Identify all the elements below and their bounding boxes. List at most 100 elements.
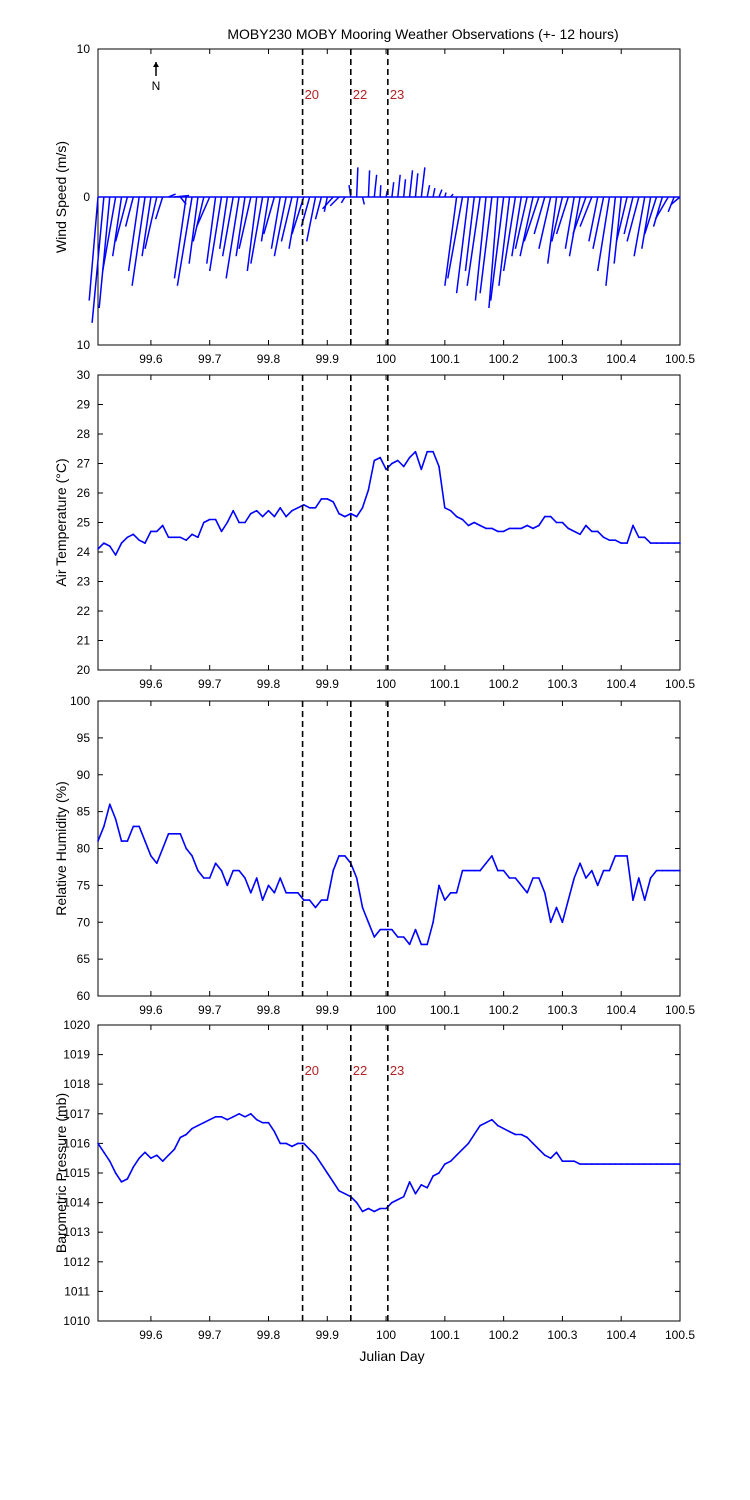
wind-vector bbox=[348, 185, 352, 198]
wind-vector bbox=[340, 196, 346, 204]
data-point bbox=[591, 1163, 593, 1165]
wind-vector bbox=[250, 196, 264, 264]
data-point bbox=[314, 506, 317, 509]
data-point bbox=[579, 533, 581, 536]
x-tick-label: 100.5 bbox=[665, 1003, 695, 1017]
data-point bbox=[602, 869, 605, 872]
data-point bbox=[226, 521, 229, 524]
data-point bbox=[326, 1172, 329, 1174]
x-tick-label: 100 bbox=[376, 677, 396, 691]
data-point bbox=[320, 498, 323, 500]
data-point bbox=[655, 869, 658, 872]
data-point bbox=[473, 1133, 476, 1136]
data-point bbox=[408, 1181, 411, 1183]
y-tick-label: 20 bbox=[77, 663, 91, 677]
series-line bbox=[97, 803, 680, 946]
plot-frame bbox=[97, 374, 681, 671]
data-point bbox=[643, 899, 646, 901]
wind-vector bbox=[426, 185, 431, 198]
data-point bbox=[126, 536, 129, 539]
data-point bbox=[679, 1163, 681, 1165]
x-tick-label: 100 bbox=[376, 352, 396, 366]
data-point bbox=[555, 906, 558, 909]
y-tick-label: 1015 bbox=[63, 1166, 90, 1180]
wind-vector bbox=[633, 196, 646, 257]
wind-vector bbox=[131, 196, 146, 286]
data-point bbox=[632, 524, 634, 527]
wind-vector bbox=[373, 174, 378, 198]
y-tick-label: 100 bbox=[70, 694, 90, 708]
x-tick-label: 100 bbox=[376, 1003, 396, 1017]
x-tick-label: 100.4 bbox=[606, 352, 636, 366]
wind-vector bbox=[551, 196, 564, 242]
data-point bbox=[655, 542, 658, 544]
data-point bbox=[391, 1201, 393, 1204]
data-point bbox=[614, 539, 617, 541]
data-point bbox=[126, 1178, 129, 1180]
wind-vector bbox=[592, 196, 605, 249]
data-point bbox=[326, 498, 329, 500]
data-point bbox=[114, 818, 117, 820]
data-point bbox=[120, 542, 123, 544]
data-point bbox=[585, 1163, 587, 1165]
data-point bbox=[161, 524, 164, 527]
data-point bbox=[426, 450, 429, 453]
data-point bbox=[538, 524, 540, 527]
data-point bbox=[661, 1163, 664, 1165]
wind-vector bbox=[305, 196, 317, 242]
data-point bbox=[614, 855, 617, 857]
wind-vector bbox=[174, 194, 190, 198]
data-point bbox=[255, 1118, 258, 1121]
data-point bbox=[267, 1121, 270, 1124]
data-point bbox=[302, 899, 305, 901]
data-point bbox=[367, 921, 370, 924]
data-point bbox=[161, 1160, 164, 1162]
x-tick-label: 100.2 bbox=[489, 352, 519, 366]
data-point bbox=[667, 542, 670, 544]
y-axis-label: Barometric Pressure (mb) bbox=[53, 1093, 69, 1253]
wind-vector bbox=[670, 196, 681, 205]
data-point bbox=[367, 1207, 370, 1210]
data-point bbox=[614, 1163, 617, 1165]
wind-vector bbox=[154, 196, 164, 220]
plot-frame bbox=[97, 700, 681, 997]
data-point bbox=[444, 899, 446, 901]
data-point bbox=[297, 1142, 299, 1145]
x-tick-label: 100.1 bbox=[430, 1003, 460, 1017]
data-point bbox=[432, 921, 434, 924]
data-point bbox=[632, 899, 634, 901]
wind-vector bbox=[288, 196, 299, 249]
data-point bbox=[138, 1157, 140, 1159]
event-label: 20 bbox=[305, 87, 319, 102]
data-point bbox=[514, 877, 517, 879]
wind-vector bbox=[579, 196, 593, 227]
data-point bbox=[155, 530, 158, 533]
data-point bbox=[679, 542, 681, 544]
wind-vector bbox=[568, 196, 581, 257]
wind-vector bbox=[402, 179, 407, 198]
data-point bbox=[414, 1192, 417, 1195]
data-point bbox=[108, 803, 111, 806]
x-tick-label: 100.4 bbox=[606, 677, 636, 691]
wind-vector bbox=[641, 196, 652, 249]
wind-vector bbox=[447, 196, 464, 279]
event-label: 20 bbox=[305, 1063, 319, 1078]
data-point bbox=[526, 891, 528, 894]
x-tick-label: 100.2 bbox=[489, 1003, 519, 1017]
wind-vector bbox=[329, 196, 340, 207]
data-point bbox=[214, 862, 217, 865]
data-point bbox=[220, 869, 223, 872]
data-point bbox=[626, 1163, 628, 1165]
wind-vector bbox=[474, 196, 487, 301]
data-point bbox=[485, 1121, 487, 1124]
data-point bbox=[408, 456, 411, 459]
data-point bbox=[132, 1166, 135, 1168]
data-point bbox=[261, 899, 264, 901]
x-tick-label: 99.9 bbox=[316, 1328, 340, 1342]
data-point bbox=[314, 906, 317, 909]
data-point bbox=[567, 527, 570, 530]
data-point bbox=[167, 1154, 170, 1157]
data-point bbox=[279, 1142, 282, 1145]
data-point bbox=[555, 521, 558, 524]
x-axis-label: Julian Day bbox=[359, 1348, 424, 1364]
